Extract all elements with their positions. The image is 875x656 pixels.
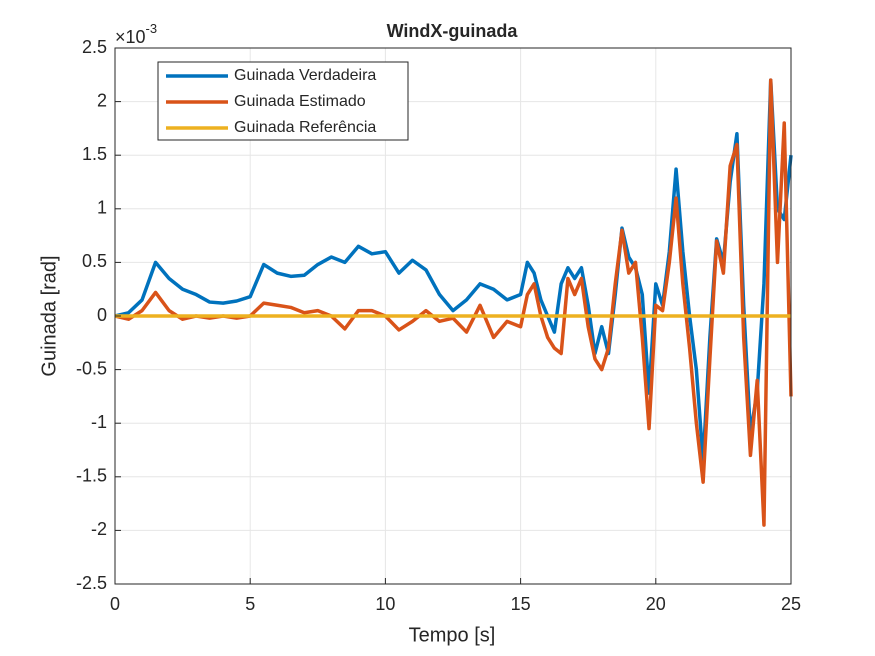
- x-tick-label: 20: [646, 594, 666, 614]
- y-axis-label: Guinada [rad]: [38, 255, 60, 376]
- legend-label: Guinada Estimado: [234, 93, 366, 110]
- x-tick-label: 5: [245, 594, 255, 614]
- legend-label: Guinada Verdadeira: [234, 67, 376, 84]
- x-axis-label: Tempo [s]: [409, 624, 496, 646]
- y-tick-label: 0: [97, 305, 107, 325]
- y-tick-label: -0.5: [76, 358, 107, 378]
- y-tick-label: 1.5: [82, 144, 107, 164]
- legend-label: Guinada Referência: [234, 119, 376, 136]
- y-tick-label: 2: [97, 90, 107, 110]
- y-tick-label: 0.5: [82, 251, 107, 271]
- chart-title: WindX-guinada: [387, 21, 519, 41]
- ticks: 0 5 10 15 20 25 -2.5 -2 -1.5 -1 -0.5 0 0.5 1 1.5 2 2.5: [76, 37, 801, 614]
- series-line: [114, 78, 793, 527]
- legend: Guinada Verdadeira Guinada Estimado Guinad…: [157, 61, 409, 141]
- y-tick-label: -1.5: [76, 466, 107, 486]
- x-tick-label: 15: [511, 594, 531, 614]
- y-tick-label: 1: [97, 198, 107, 218]
- y-multiplier: ×10-3: [115, 21, 157, 46]
- x-tick-label: 10: [375, 594, 395, 614]
- x-tick-label: 25: [781, 594, 801, 614]
- y-tick-label: -2.5: [76, 573, 107, 593]
- y-tick-label: -2: [91, 519, 107, 539]
- y-tick-label: 2.5: [82, 37, 107, 57]
- plot-area: [114, 78, 793, 527]
- multiplier-exponent: -3: [146, 21, 158, 36]
- x-tick-label: 0: [110, 594, 120, 614]
- y-tick-label: -1: [91, 412, 107, 432]
- multiplier-base: ×10: [115, 27, 146, 47]
